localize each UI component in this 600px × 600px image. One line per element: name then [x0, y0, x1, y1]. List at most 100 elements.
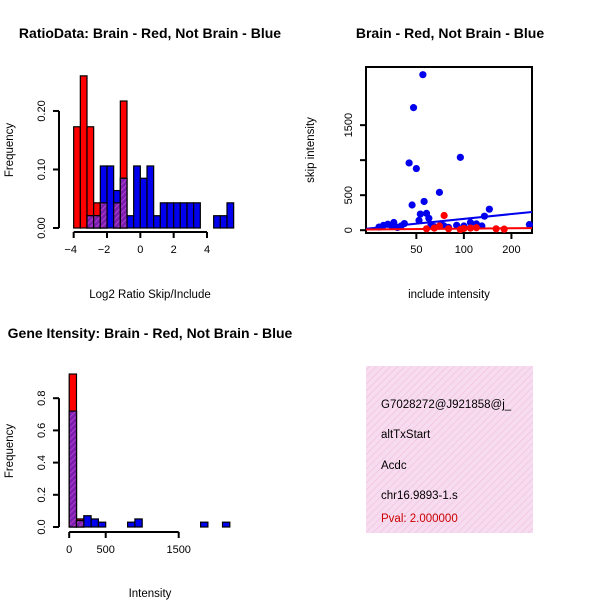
scatter-notbrain-point: [420, 197, 428, 206]
scatter-notbrain-point: [419, 71, 427, 79]
ratio-x-tick-label: −4: [64, 244, 77, 256]
scatter-x-tick-label: 100: [455, 244, 473, 256]
scatter-notbrain-fit-line: [365, 210, 533, 230]
info-location: chr16.9893-1.s: [381, 490, 458, 502]
ratio-notbrain-bar: [126, 215, 135, 229]
scatter-notbrain-point: [408, 201, 416, 209]
ratio-notbrain-bar: [139, 177, 148, 229]
scatter-x-tick-label: 50: [410, 244, 422, 256]
intensity-notbrain-bar: [200, 521, 209, 528]
ratio-x-tick-label: 4: [204, 244, 210, 256]
info-pval: Pval: 2.000000: [381, 513, 458, 525]
intensity-ylabel: Frequency: [4, 424, 16, 479]
intensity-overlap-bar: [68, 410, 78, 528]
ratio-x-tick-label: −2: [98, 244, 111, 256]
ratio-xlabel: Log2 Ratio Skip/Include: [89, 289, 210, 301]
ratio-x-tick-label: 0: [137, 244, 143, 256]
ratio-overlap-bar: [113, 202, 121, 229]
scatter-notbrain-point: [415, 216, 423, 224]
scatter-notbrain-point: [485, 205, 493, 213]
intensity-y-tick-label: 0.8: [36, 391, 48, 406]
ratio-overlap-bar: [99, 202, 108, 229]
scatter-y-tick-label: 0: [343, 227, 355, 233]
scatter-notbrain-point: [525, 220, 534, 229]
scatter-notbrain-point: [405, 159, 413, 167]
ratio-notbrain-bar: [193, 202, 201, 229]
scatter-notbrain-point: [466, 218, 475, 227]
scatter-notbrain-point: [416, 210, 424, 218]
intensity-x-tick-label: 0: [66, 544, 72, 556]
ratio-brain-bar: [79, 75, 88, 229]
intensity-histogram: Gene Itensity: Brain - Red, Not Brain - …: [4, 325, 293, 600]
info-event-type: altTxStart: [381, 429, 431, 441]
ratio-notbrain-bar: [219, 215, 228, 229]
info-gene-name: Acdc: [381, 460, 407, 472]
ratio-x-tick-label: 2: [171, 244, 177, 256]
ratio-histogram-title: RatioData: Brain - Red, Not Brain - Blue: [19, 25, 281, 41]
info-panel: G7028272@J921858@j_ altTxStart Acdc chr1…: [366, 366, 533, 533]
ratio-histogram: RatioData: Brain - Red, Not Brain - Blue…: [4, 25, 281, 301]
intensity-y-tick-label: 0.2: [36, 487, 48, 502]
intensity-overlap-bars: [68, 410, 85, 528]
scatter-frame: [365, 66, 533, 234]
ratio-notbrain-bar: [213, 215, 221, 229]
intensity-y-tick-label: 0.6: [36, 423, 48, 438]
intensity-notbrain-bar: [134, 518, 143, 528]
intensity-histogram-title: Gene Itensity: Brain - Red, Not Brain - …: [8, 325, 293, 341]
scatter-points: [365, 71, 534, 234]
scatter-notbrain-point: [425, 214, 433, 222]
ratio-notbrain-bar: [159, 202, 168, 229]
scatter-ylabel: skip intensity: [305, 117, 317, 183]
scatter-notbrain-point: [412, 164, 420, 173]
info-gene-id: G7028272@J921858@j_: [381, 399, 512, 411]
ratio-y-tick-label: 0.10: [36, 159, 48, 180]
scatter-notbrain-point: [409, 104, 418, 112]
scatter-plot: Brain - Red, Not Brain - Blue 50 100 20005…: [305, 25, 544, 301]
ratio-overlap-bar: [86, 215, 95, 229]
intensity-notbrain-bar: [83, 515, 92, 528]
intensity-axes: 0 500 1500 0.0 0.2 0.4 0.6 0.8: [36, 391, 191, 556]
intensity-overlap-bar: [75, 519, 85, 528]
scatter-notbrain-point: [390, 218, 398, 227]
scatter-y-tick-label: 500: [343, 186, 355, 204]
ratio-notbrain-bar: [226, 202, 235, 229]
intensity-notbrain-bar: [97, 521, 107, 528]
info-panel-background: [366, 366, 533, 533]
scatter-brain-point: [435, 222, 444, 230]
intensity-notbrain-bars: [68, 410, 231, 528]
scatter-notbrain-point: [456, 153, 464, 161]
intensity-notbrain-bar: [221, 521, 231, 528]
ratio-brain-bar: [86, 126, 95, 229]
ratio-notbrain-bar: [133, 165, 141, 229]
ratio-notbrain-bar: [186, 202, 195, 229]
ratio-notbrain-bar: [179, 202, 188, 229]
ratio-notbrain-bar: [106, 165, 115, 229]
ratio-notbrain-bar: [153, 215, 161, 229]
intensity-x-tick-label: 1500: [166, 544, 190, 556]
scatter-xlabel: include intensity: [408, 289, 490, 301]
ratio-overlap-bars: [86, 177, 128, 229]
intensity-notbrain-bar: [126, 521, 136, 528]
scatter-brain-fit-line: [365, 227, 533, 231]
ratio-overlap-bar: [93, 215, 101, 229]
ratio-axes: −4 −2 0 2 4 0.00 0.10 0.20: [36, 100, 210, 256]
ratio-y-tick-label: 0.20: [36, 100, 48, 121]
intensity-xlabel: Intensity: [129, 588, 172, 600]
intensity-notbrain-bar: [90, 518, 99, 528]
ratio-ylabel: Frequency: [4, 123, 16, 178]
scatter-x-tick-label: 200: [502, 244, 520, 256]
scatter-axes: 50 100 200 0 500 1500: [343, 113, 521, 256]
intensity-x-tick-label: 500: [97, 544, 115, 556]
scatter-brain-point: [440, 211, 448, 220]
ratio-y-tick-label: 0.00: [36, 217, 48, 238]
scatter-notbrain-point: [435, 188, 444, 196]
scatter-title: Brain - Red, Not Brain - Blue: [356, 25, 544, 41]
intensity-y-tick-label: 0.4: [36, 455, 48, 470]
ratio-brain-bar: [73, 126, 81, 229]
scatter-y-tick-label: 1500: [343, 113, 355, 137]
intensity-y-tick-label: 0.0: [36, 519, 48, 534]
ratio-notbrain-bar: [146, 165, 155, 229]
ratio-notbrain-bars: [86, 165, 235, 229]
ratio-overlap-bar: [119, 177, 128, 229]
